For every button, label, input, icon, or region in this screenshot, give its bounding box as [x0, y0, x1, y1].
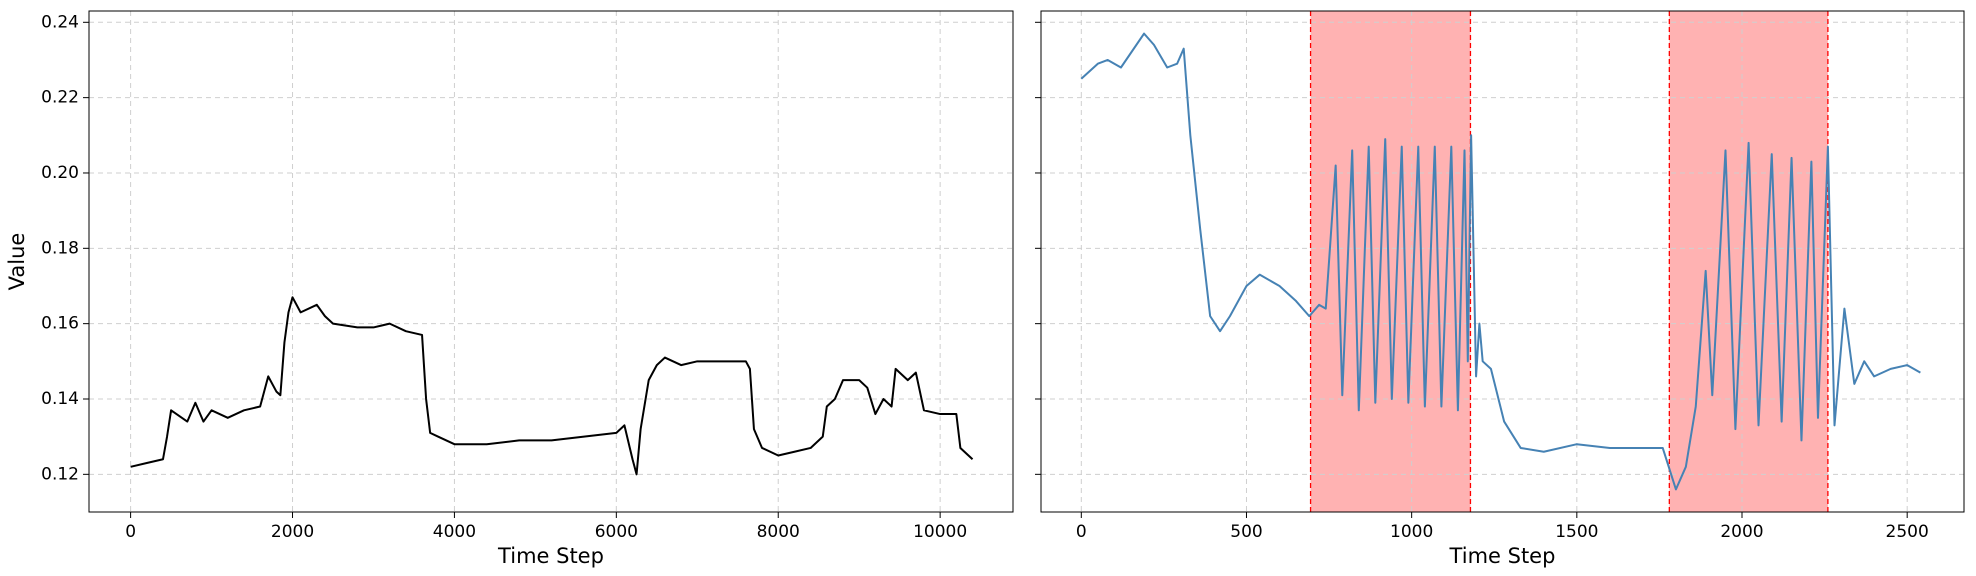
x-tick-label: 2500 [1886, 522, 1929, 542]
shaded-region [1310, 11, 1471, 512]
x-tick-label: 1000 [1390, 522, 1433, 542]
x-tick-label: 0 [1076, 522, 1087, 542]
series-line [130, 296, 974, 476]
plot-frame [1040, 10, 1965, 513]
y-tick-label: 0.20 [41, 163, 79, 183]
y-tick-label: 0.18 [41, 238, 79, 258]
subplot: 0.12 0.14 0.16 0.18 0.20 0.22 0.24 0 2000 4000 600… [5, 10, 1014, 568]
x-tick-label: 10000 [913, 522, 967, 542]
x-tick-label: 1500 [1555, 522, 1598, 542]
x-tick-label: 8000 [757, 522, 800, 542]
y-tick-label: 0.16 [41, 314, 79, 334]
y-tick-label: 0.14 [41, 389, 79, 409]
x-axis-label: Time Step [1449, 544, 1556, 568]
shaded-region [1669, 11, 1828, 512]
y-axis-label: Value [5, 233, 29, 291]
x-axis-label: Time Step [497, 544, 604, 568]
x-tick-label: 500 [1230, 522, 1262, 542]
subplot: 0 500 1000 1500 2000 2500 Time Step [1035, 10, 1965, 568]
x-tick-label: 6000 [595, 522, 638, 542]
series-line [1080, 32, 1921, 491]
y-tick-label: 0.22 [41, 88, 79, 108]
x-tick-label: 4000 [433, 522, 476, 542]
x-tick-label: 2000 [1720, 522, 1763, 542]
x-tick-label: 2000 [271, 522, 314, 542]
plot-frame [88, 10, 1014, 513]
x-tick-label: 0 [125, 522, 136, 542]
y-tick-label: 0.12 [41, 464, 79, 484]
y-tick-label: 0.24 [41, 12, 79, 32]
